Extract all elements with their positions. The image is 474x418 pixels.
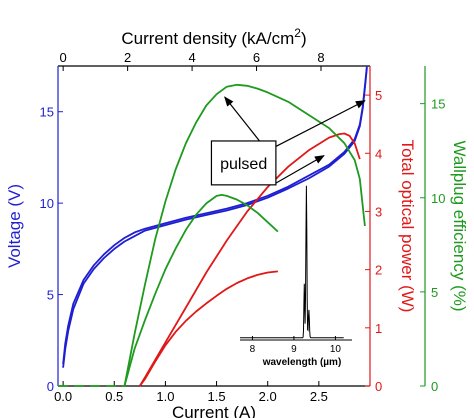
- inset-xlabel: wavelength (µm): [262, 357, 342, 368]
- series-line-wallplug-4: [123, 193, 279, 387]
- axis-labels: Current (A)Current density (kA/cm2)Volta…: [5, 26, 469, 418]
- top-tick-label: 8: [317, 50, 324, 65]
- bottom-tick-label: 2.0: [259, 389, 277, 404]
- annotation-arrow-0: [224, 96, 260, 142]
- right-power-tick-label: 2: [375, 263, 382, 278]
- top-tick-label: 2: [124, 50, 131, 65]
- top-axis-title-sup: 2: [294, 26, 301, 40]
- series-line-voltage-0: [62, 67, 368, 368]
- inset-spectrum-line: [240, 185, 344, 339]
- series-line-optical_power-2: [139, 270, 278, 387]
- right-power-tick-label: 3: [375, 204, 382, 219]
- right-efficiency-tick-label: 10: [431, 191, 445, 206]
- left-tick-label: 5: [47, 288, 54, 303]
- bottom-axis-title: Current (A): [172, 403, 256, 418]
- inset-tick-label: 10: [330, 344, 342, 355]
- series-line-optical_power-3: [139, 132, 361, 387]
- annotation-box: [210, 140, 277, 186]
- left-axis-title: Voltage (V): [5, 184, 24, 268]
- right-efficiency-axis-title: Wallplug efficiency (%): [450, 140, 469, 311]
- bottom-tick-label: 1.0: [156, 389, 174, 404]
- left-tick-label: 0: [47, 379, 54, 394]
- series-line-voltage-1: [62, 65, 368, 365]
- series-line-wallplug-5: [123, 83, 366, 387]
- top-tick-label: 0: [60, 50, 67, 65]
- right-power-tick-label: 5: [375, 88, 382, 103]
- top-tick-label: 4: [188, 50, 195, 65]
- annotation-text: pulsed: [220, 156, 267, 173]
- top-tick-label: 6: [253, 50, 260, 65]
- series-group: [58, 65, 368, 387]
- right-efficiency-tick-label: 5: [431, 285, 438, 300]
- bottom-tick-label: 0.0: [54, 389, 72, 404]
- right-power-tick-label: 4: [375, 146, 382, 161]
- plot-frame: [57, 65, 426, 387]
- right-power-tick-label: 1: [375, 321, 382, 336]
- bottom-tick-label: 2.5: [310, 389, 328, 404]
- right-efficiency-tick-label: 15: [431, 97, 445, 112]
- annotation-group: pulsed: [210, 96, 366, 186]
- top-axis-title-suffix: ): [301, 29, 307, 48]
- inset-tick-label: 9: [291, 344, 297, 355]
- inset-spectrum: 8 9 10 wavelength (µm): [240, 185, 352, 368]
- top-axis-title-prefix: Current density (kA/cm: [121, 29, 294, 48]
- right-power-tick-label: 0: [375, 379, 382, 394]
- left-tick-label: 15: [40, 105, 54, 120]
- right-power-axis-title: Total optical power (W): [398, 140, 417, 313]
- right-efficiency-tick-label: 0: [431, 379, 438, 394]
- left-tick-label: 10: [40, 196, 54, 211]
- inset-tick-label: 8: [250, 344, 256, 355]
- annotation-arrow-1: [275, 100, 366, 147]
- annotation-arrow-2: [272, 155, 325, 186]
- top-axis-title: Current density (kA/cm2): [121, 26, 306, 48]
- axes-ticks: 0.0 0.5 1.0 1.5 2.0 2.5 0 2 4 6 8 0 5 10 15 0 1 2 3 4 5 0 5 10 1…: [40, 50, 446, 404]
- bottom-tick-label: 1.5: [208, 389, 226, 404]
- bottom-tick-label: 0.5: [105, 389, 123, 404]
